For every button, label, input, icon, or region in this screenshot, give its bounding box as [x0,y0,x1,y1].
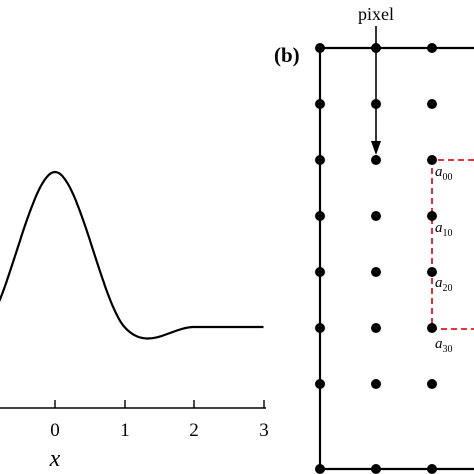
grid-border [318,46,474,471]
grid-dot-r7-c2 [427,464,437,474]
grid-dot-r7-c0 [315,464,325,474]
grid-dot-r1-c0 [315,99,325,109]
panel-a: 0 1 2 3 x [0,170,269,472]
coef-a00: a00 [435,164,453,183]
grid-dot-r4-c1 [371,267,381,277]
grid-dot-r2-c0 [315,155,325,165]
x-tick-label-0: 0 [50,420,60,441]
grid-dot-r5-c1 [371,323,381,333]
grid-dot-r3-c0 [315,211,325,221]
grid-dot-r2-c1 [371,155,381,165]
kernel-curve [0,170,264,340]
grid-dot-r3-c2 [427,211,437,221]
grid-dot-r3-c1 [371,211,381,221]
pixel-label: pixel [358,4,394,24]
coefficient-bracket [431,159,474,330]
x-tick-label-3: 3 [259,420,269,441]
grid-dot-r5-c0 [315,323,325,333]
coef-a10: a10 [435,220,453,239]
panel-b: (b) pixel a00 a10 a20 a30 [274,4,474,474]
grid-dot-r1-c2 [427,99,437,109]
grid-dot-r1-c1 [371,99,381,109]
grid-dot-r6-c1 [371,379,381,389]
grid-dot-r0-c2 [427,43,437,53]
panel-b-label: (b) [274,43,300,67]
grid-dot-r0-c0 [315,43,325,53]
pixel-arrow-head [371,141,381,155]
grid-dot-r6-c0 [315,379,325,389]
grid-dot-r6-c2 [427,379,437,389]
grid-dot-r5-c2 [427,323,437,333]
coef-a20: a20 [435,275,453,294]
grid-dots [315,43,437,474]
grid-dot-r4-c0 [315,267,325,277]
x-tick-label-1: 1 [120,420,130,441]
x-axis-label: x [49,446,61,472]
grid-dot-r7-c1 [371,464,381,474]
grid-dot-r4-c2 [427,267,437,277]
x-tick-label-2: 2 [189,420,199,441]
grid-dot-r0-c1 [371,43,381,53]
grid-dot-r2-c2 [427,155,437,165]
coef-a30: a30 [435,336,453,355]
